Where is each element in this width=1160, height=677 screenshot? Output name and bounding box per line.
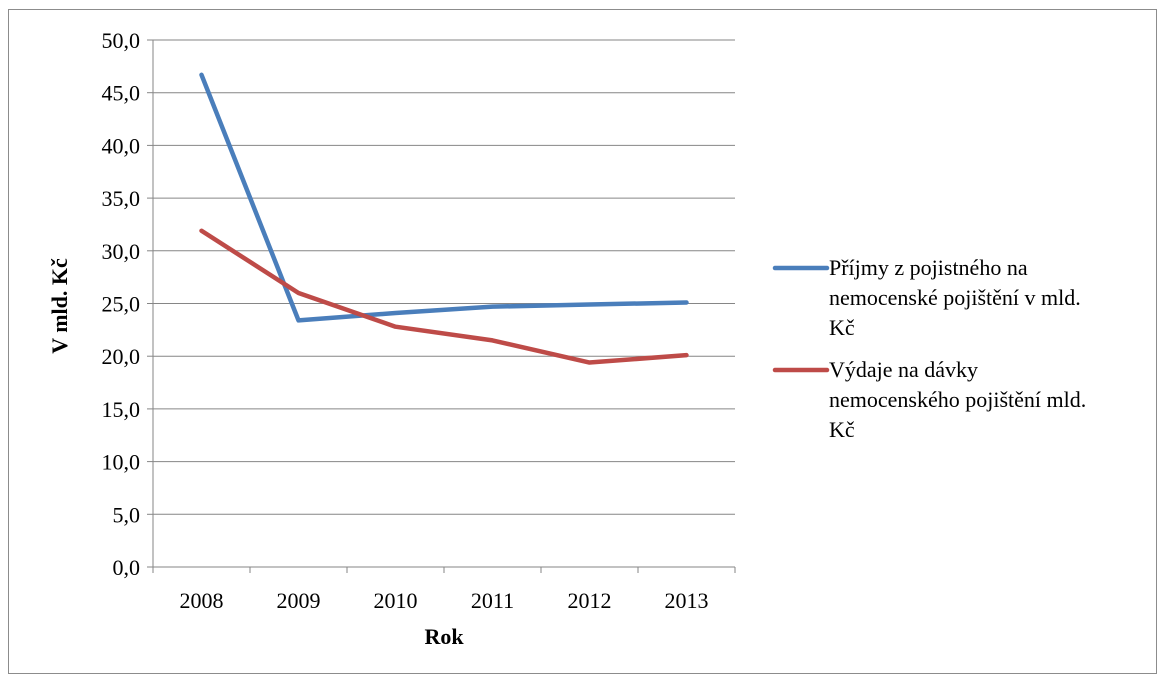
legend-label-line: Kč xyxy=(829,315,855,340)
x-tick-labels: 2008 2009 2010 2011 2012 2013 xyxy=(180,588,709,613)
y-tick-label: 20,0 xyxy=(102,344,141,369)
y-tick-label: 30,0 xyxy=(102,239,141,264)
y-tick-label: 10,0 xyxy=(102,450,141,475)
legend-label-line: nemocenského pojištění mld. xyxy=(829,387,1086,412)
legend-label-line: Kč xyxy=(829,417,855,442)
x-axis-title: Rok xyxy=(424,624,464,649)
y-tick-labels: 0,0 5,0 10,0 15,0 20,0 25,0 30,0 35,0 40,0 45,0 50… xyxy=(102,28,141,580)
gridlines xyxy=(153,39,735,515)
legend-entry-2: Výdaje na dávky nemocenského pojištění ml… xyxy=(772,357,1086,442)
series-lines xyxy=(199,72,689,365)
legend-label-line: Výdaje na dávky xyxy=(829,357,978,382)
x-tick-label: 2010 xyxy=(374,588,418,613)
series-line-2 xyxy=(199,228,689,365)
y-tick-label: 40,0 xyxy=(102,133,141,158)
y-tick-label: 35,0 xyxy=(102,186,141,211)
legend: Příjmy z pojistného na nemocenské pojiště… xyxy=(772,255,1086,442)
y-tick-label: 45,0 xyxy=(102,81,141,106)
y-tick-label: 25,0 xyxy=(102,292,141,317)
x-tick-label: 2009 xyxy=(277,588,321,613)
y-tick-label: 15,0 xyxy=(102,397,141,422)
series-line-1 xyxy=(199,72,689,323)
legend-label: Výdaje na dávky nemocenského pojištění ml… xyxy=(829,357,1086,442)
legend-label: Příjmy z pojistného na nemocenské pojiště… xyxy=(829,255,1081,340)
legend-label-line: nemocenské pojištění v mld. xyxy=(829,285,1081,310)
x-tick-label: 2011 xyxy=(471,588,514,613)
y-tick-label: 5,0 xyxy=(113,502,141,527)
axes xyxy=(147,39,736,573)
x-tick-label: 2012 xyxy=(568,588,612,613)
x-tick-label: 2013 xyxy=(665,588,709,613)
x-tick-label: 2008 xyxy=(180,588,224,613)
legend-label-line: Příjmy z pojistného na xyxy=(829,255,1028,280)
y-tick-label: 50,0 xyxy=(102,28,141,53)
chart-frame xyxy=(8,9,1157,674)
y-tick-label: 0,0 xyxy=(113,555,141,580)
legend-entry-1: Příjmy z pojistného na nemocenské pojiště… xyxy=(772,255,1081,340)
y-axis-title: V mld. Kč xyxy=(47,258,72,354)
